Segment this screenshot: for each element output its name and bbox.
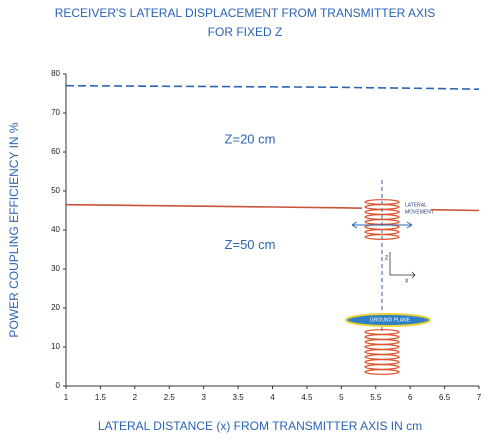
y-tick-label: 20 bbox=[51, 303, 60, 312]
arrow bbox=[351, 221, 413, 229]
y-tick-label: 50 bbox=[51, 186, 60, 195]
series-label: Z=50 cm bbox=[225, 237, 276, 252]
y-tick-label: 70 bbox=[51, 108, 60, 117]
y-tick-label: 40 bbox=[51, 225, 60, 234]
ground-label: GROUND PLANE bbox=[370, 317, 411, 323]
y-axis-label: POWER COUPLING EFFICIENCY IN % bbox=[7, 122, 21, 337]
coil-turn bbox=[364, 349, 400, 355]
x-tick-label: 6.5 bbox=[439, 393, 451, 402]
coil-turn bbox=[364, 334, 400, 340]
x-tick-label: 1.5 bbox=[95, 393, 107, 402]
x-tick-label: 6 bbox=[408, 393, 413, 402]
y-tick-label: 30 bbox=[51, 264, 60, 273]
x-tick-label: 4 bbox=[270, 393, 275, 402]
series-label: Z=20 cm bbox=[225, 132, 276, 147]
x-tick-label: 1 bbox=[64, 393, 69, 402]
y-tick-label: 0 bbox=[56, 381, 61, 390]
coil-turn bbox=[364, 369, 400, 375]
ground-plane bbox=[345, 313, 431, 327]
z-label: Z bbox=[385, 255, 388, 261]
x-label: X bbox=[405, 278, 409, 284]
lateral-label: MOVEMENT bbox=[405, 209, 434, 215]
coil-turn bbox=[364, 364, 400, 370]
x-tick-label: 7 bbox=[477, 393, 482, 402]
coil-turn bbox=[364, 234, 400, 240]
series-line bbox=[65, 84, 480, 91]
y-tick-label: 10 bbox=[51, 342, 60, 351]
chart-title: FOR FIXED Z bbox=[208, 25, 283, 39]
x-tick-label: 3.5 bbox=[233, 393, 245, 402]
x-axis-label: LATERAL DISTANCE (x) FROM TRANSMITTER AX… bbox=[98, 419, 422, 433]
coil-turn bbox=[364, 359, 400, 365]
axes-icon bbox=[389, 252, 416, 279]
coil-turn bbox=[364, 354, 400, 360]
chart-title: RECEIVER'S LATERAL DISPLACEMENT FROM TRA… bbox=[55, 6, 436, 20]
lateral-label: LATERAL bbox=[405, 202, 427, 208]
x-tick-label: 5.5 bbox=[370, 393, 382, 402]
y-tick-label: 80 bbox=[51, 69, 60, 78]
x-tick-label: 3 bbox=[201, 393, 206, 402]
y-tick-label: 60 bbox=[51, 147, 60, 156]
x-tick-label: 2.5 bbox=[164, 393, 176, 402]
series-line bbox=[65, 203, 480, 212]
x-tick-label: 4.5 bbox=[301, 393, 313, 402]
coil-turn bbox=[364, 344, 400, 350]
coil-turn bbox=[364, 339, 400, 345]
x-tick-label: 2 bbox=[133, 393, 138, 402]
x-tick-label: 5 bbox=[339, 393, 344, 402]
